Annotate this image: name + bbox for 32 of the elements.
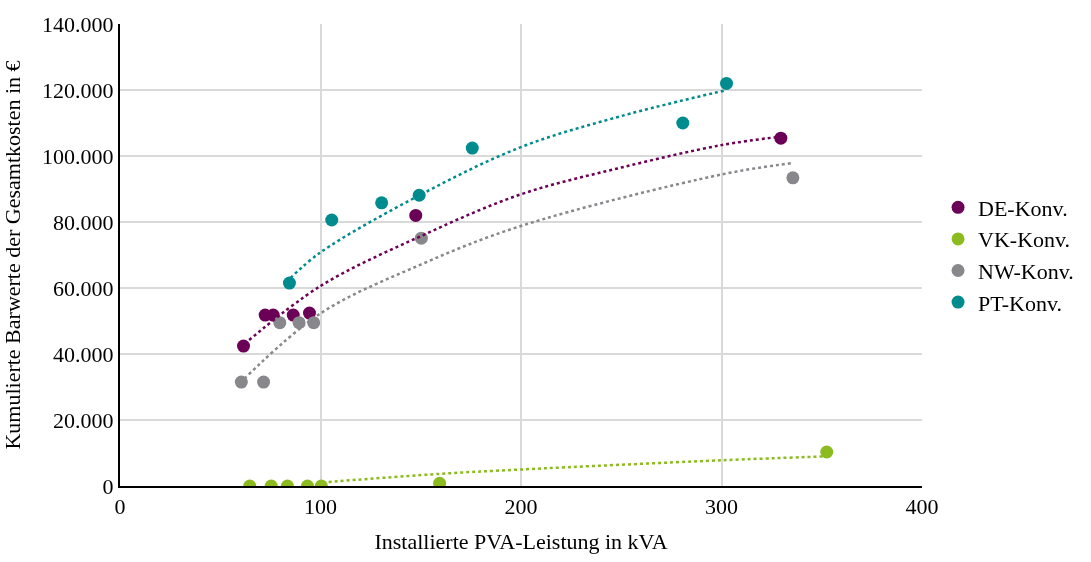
- x-tick-label: 300: [705, 494, 738, 520]
- y-tick-label: 120.000: [42, 77, 114, 103]
- legend-label: PT-Konv.: [978, 290, 1062, 316]
- legend-label: VK-Konv.: [978, 227, 1071, 253]
- y-tick-label: 0: [102, 473, 114, 499]
- point: [820, 445, 834, 459]
- x-tick-label: 200: [504, 494, 538, 520]
- y-tick-label: 60.000: [53, 275, 114, 301]
- y-tick-label: 80.000: [53, 209, 114, 235]
- legend-label: NW-Konv.: [978, 259, 1074, 285]
- y-tick-label: 100.000: [42, 143, 114, 169]
- point: [273, 316, 287, 330]
- x-tick-label: 100: [304, 494, 337, 520]
- point: [676, 116, 690, 130]
- y-tick-label: 140.000: [42, 11, 114, 37]
- point: [409, 208, 423, 222]
- x-axis-title: Installierte PVA-Leistung in kVA: [374, 528, 668, 554]
- point: [257, 375, 271, 389]
- point: [720, 76, 734, 90]
- point: [237, 339, 251, 353]
- point: [282, 276, 296, 290]
- point: [234, 375, 248, 389]
- y-tick-label: 20.000: [53, 407, 114, 433]
- y-axis-title: Kumulierte Barwerte der Gesamtkosten in €: [0, 60, 26, 450]
- y-tick-label: 40.000: [53, 341, 114, 367]
- legend-label: DE-Konv.: [978, 195, 1068, 221]
- point: [786, 171, 800, 185]
- point: [325, 213, 339, 227]
- point: [465, 141, 479, 155]
- point: [292, 316, 306, 330]
- x-tick-label: 400: [905, 494, 939, 520]
- point: [375, 196, 389, 210]
